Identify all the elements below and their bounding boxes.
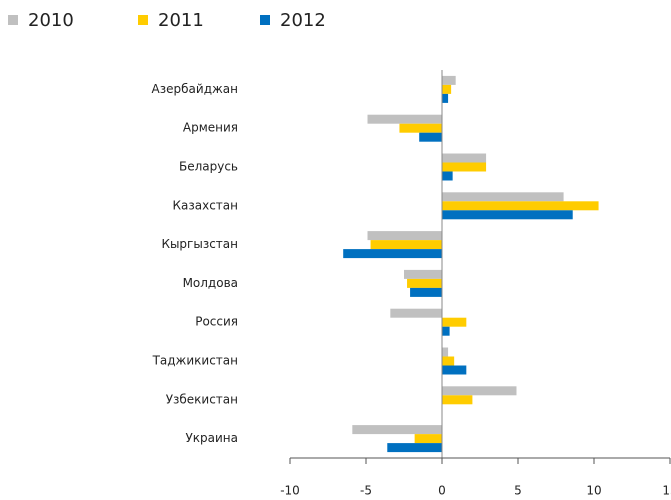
bar (442, 171, 453, 181)
bar (442, 93, 449, 103)
x-tick-label: 10 (586, 484, 601, 498)
bar (442, 386, 517, 396)
bar (442, 317, 467, 327)
bar (410, 287, 442, 297)
y-tick-label: Армения (183, 121, 238, 135)
legend-label: 2012 (280, 10, 326, 31)
y-tick-label: Таджикистан (152, 354, 238, 368)
legend-label: 2011 (158, 10, 204, 31)
bar (442, 347, 449, 357)
bar (442, 84, 452, 94)
x-tick-label: 0 (438, 484, 446, 498)
legend-swatch (260, 15, 270, 25)
bar (407, 278, 442, 288)
bar (367, 114, 442, 124)
bar (442, 75, 456, 85)
bar (442, 326, 450, 336)
y-tick-label: Азербайджан (152, 82, 238, 96)
bar (414, 434, 442, 444)
x-tick-label: -10 (280, 484, 300, 498)
bar (399, 123, 442, 133)
bar (370, 240, 442, 250)
y-tick-label: Кыргызстан (161, 237, 238, 251)
bar (442, 162, 487, 172)
legend-label: 2010 (28, 10, 74, 31)
bar (442, 201, 599, 211)
bar (442, 153, 487, 163)
y-tick-label: Украина (185, 431, 238, 445)
bar (442, 365, 467, 375)
y-tick-label: Казахстан (173, 198, 239, 212)
x-tick-label: -5 (360, 484, 372, 498)
x-tick-label: 5 (514, 484, 522, 498)
bar (390, 308, 442, 318)
bar (442, 210, 573, 220)
bar (387, 443, 442, 453)
y-tick-label: Россия (195, 315, 238, 329)
bar (442, 395, 473, 405)
legend-swatch (138, 15, 148, 25)
y-tick-label: Беларусь (179, 160, 238, 174)
bar (442, 192, 564, 202)
x-tick-label: 15 (662, 484, 671, 498)
bar (404, 269, 442, 279)
legend-swatch (8, 15, 18, 25)
bar (419, 132, 442, 142)
bar (352, 425, 442, 435)
y-tick-label: Узбекистан (166, 392, 238, 406)
bar (343, 249, 442, 259)
bar (367, 231, 442, 241)
bar (442, 356, 455, 366)
y-tick-label: Молдова (183, 276, 238, 290)
